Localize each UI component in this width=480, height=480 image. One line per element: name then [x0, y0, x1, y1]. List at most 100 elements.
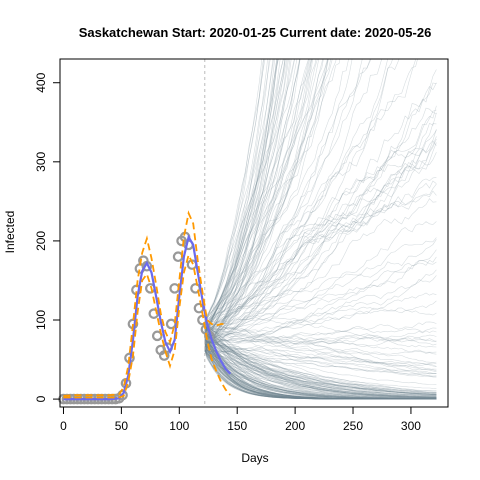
- simulation-line: [204, 59, 317, 331]
- lower-bound-line: [63, 252, 231, 399]
- simulation-line: [204, 59, 292, 351]
- simulation-line: [204, 59, 309, 340]
- simulation-line: [204, 321, 437, 400]
- simulation-line: [204, 112, 437, 335]
- simulation-line: [204, 321, 437, 399]
- simulation-line: [204, 334, 437, 396]
- simulation-line: [204, 59, 313, 349]
- fit-line: [63, 234, 232, 401]
- simulation-line: [204, 326, 437, 399]
- simulation-line: [204, 256, 437, 329]
- simulation-line: [204, 59, 337, 323]
- simulation-line: [204, 334, 437, 399]
- simulation-line: [204, 59, 353, 344]
- simulation-line: [204, 327, 437, 400]
- simulation-line: [204, 59, 418, 325]
- simulation-line: [204, 59, 371, 340]
- simulation-line: [204, 198, 437, 345]
- simulation-line: [204, 324, 437, 394]
- simulation-line: [204, 349, 437, 398]
- simulation-line: [204, 321, 437, 398]
- simulation-line: [204, 239, 437, 338]
- simulation-line: [204, 333, 437, 400]
- simulation-line: [204, 107, 437, 332]
- simulation-line: [204, 59, 318, 322]
- simulation-line: [204, 349, 437, 400]
- simulation-line: [204, 324, 437, 400]
- simulation-line: [204, 342, 437, 399]
- simulation-line: [204, 325, 437, 400]
- simulation-line: [204, 59, 276, 332]
- observed-point: [151, 330, 163, 342]
- simulation-line: [204, 340, 437, 400]
- simulation-line: [204, 59, 287, 337]
- simulation-line: [204, 323, 437, 400]
- simulation-line: [204, 337, 437, 400]
- simulation-line: [204, 351, 437, 400]
- simulation-line: [204, 142, 437, 352]
- simulation-line: [204, 349, 437, 400]
- simulation-line: [204, 59, 264, 326]
- simulation-line: [204, 325, 437, 399]
- simulation-line: [204, 59, 301, 348]
- simulation-line: [204, 123, 437, 347]
- simulation-line: [204, 59, 313, 350]
- simulation-line: [204, 340, 437, 400]
- simulation-line: [204, 343, 437, 400]
- simulation-line: [204, 342, 437, 393]
- simulation-line: [204, 69, 437, 330]
- simulation-line: [204, 140, 437, 326]
- simulation-line: [204, 346, 437, 400]
- simulation-line: [204, 339, 437, 395]
- simulation-line: [204, 345, 437, 399]
- simulation-line: [204, 180, 437, 325]
- simulation-line: [204, 59, 271, 327]
- simulation-line: [204, 320, 437, 399]
- simulation-line: [204, 330, 437, 374]
- simulation-line: [204, 341, 437, 372]
- simulation-line: [204, 334, 437, 392]
- simulation-line: [204, 59, 323, 351]
- simulation-line: [204, 323, 437, 400]
- simulation-line: [204, 325, 437, 398]
- simulation-line: [204, 344, 437, 400]
- simulation-line: [204, 321, 437, 394]
- simulation-line: [204, 59, 281, 337]
- simulation-line: [204, 339, 437, 392]
- simulation-line: [204, 343, 437, 400]
- simulation-line: [204, 82, 437, 330]
- simulation-line: [204, 59, 279, 335]
- simulation-line: [204, 350, 437, 397]
- simulation-line: [204, 322, 437, 396]
- simulation-line: [204, 341, 437, 367]
- simulation-line: [204, 59, 324, 350]
- simulation-line: [204, 320, 437, 400]
- simulation-line: [204, 259, 437, 330]
- simulation-line: [204, 347, 437, 367]
- simulation-line: [204, 349, 437, 374]
- simulation-line: [204, 325, 437, 399]
- simulation-line: [204, 335, 437, 400]
- simulation-line: [204, 334, 437, 378]
- simulation-line: [204, 59, 274, 326]
- simulation-line: [204, 350, 437, 399]
- simulation-line: [204, 322, 437, 398]
- simulation-line: [204, 130, 437, 330]
- simulation-line: [204, 327, 437, 397]
- simulation-line: [204, 349, 437, 398]
- simulation-line: [204, 332, 437, 398]
- simulation-line: [204, 347, 437, 400]
- simulation-line: [204, 348, 437, 400]
- simulation-line: [204, 325, 437, 400]
- y-tick-label: 400: [34, 72, 48, 92]
- simulation-line: [204, 350, 437, 393]
- simulation-line: [204, 341, 437, 400]
- simulation-line: [204, 237, 437, 323]
- simulation-line: [204, 337, 437, 400]
- simulation-line: [204, 59, 333, 346]
- simulation-line: [204, 342, 437, 400]
- x-tick-label: 50: [115, 419, 129, 433]
- simulation-line: [204, 59, 268, 339]
- simulation-line: [204, 59, 298, 323]
- simulation-line: [204, 336, 437, 400]
